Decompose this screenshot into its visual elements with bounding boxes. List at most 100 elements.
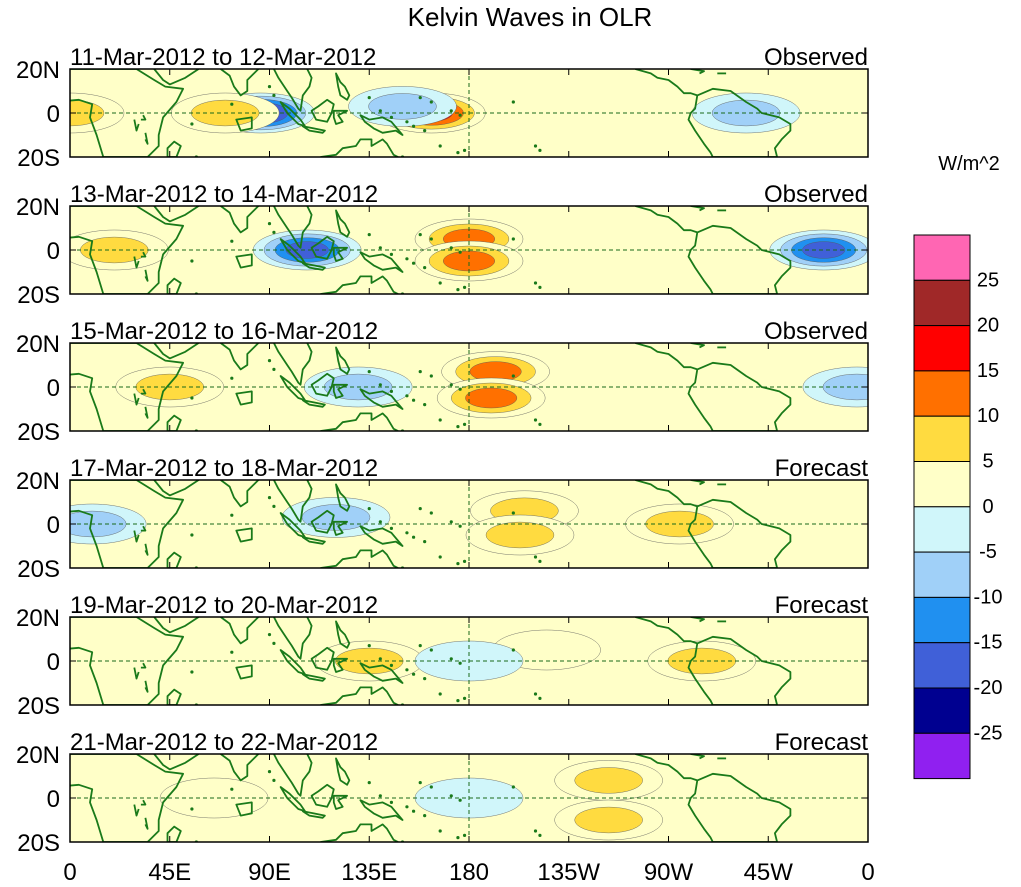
- island-marker: [389, 526, 394, 531]
- colorbar-swatch: [913, 234, 971, 281]
- central-america-outline: [635, 480, 698, 508]
- indochina-outline: [273, 206, 313, 249]
- india-outline: [220, 69, 260, 97]
- india-outline: [220, 754, 260, 782]
- arabia-outline: [153, 343, 200, 360]
- colorbar-label: 10: [977, 405, 999, 427]
- island-marker: [438, 555, 442, 559]
- colorbar-swatch: [913, 642, 971, 689]
- x-tick-label: 135W: [537, 859, 600, 886]
- island-marker: [190, 670, 194, 674]
- south-america-outline: [687, 361, 792, 431]
- island-marker: [456, 288, 460, 292]
- island-marker: [456, 425, 460, 429]
- panel: 17-Mar-2012 to 18-Mar-2012 Forecast 20N 0 20…: [16, 455, 869, 583]
- anomaly-contour: [802, 241, 846, 259]
- island-marker: [462, 148, 467, 152]
- australia-outline: [320, 275, 399, 294]
- australia-outline: [320, 686, 399, 705]
- island-marker: [511, 100, 515, 104]
- y-tick-label: 20N: [16, 331, 60, 358]
- x-tick-label: 0: [63, 859, 76, 886]
- island-marker: [418, 644, 422, 648]
- island-marker: [511, 785, 515, 789]
- sulawesi-outline: [332, 520, 348, 536]
- colorbar-swatch: [913, 461, 971, 508]
- island-marker: [449, 520, 453, 524]
- y-tick-label: 0: [47, 649, 60, 676]
- south-america-outline: [687, 224, 792, 294]
- arabia-outline: [153, 480, 200, 497]
- colorbar-swatch: [913, 506, 971, 553]
- panel: 21-Mar-2012 to 22-Mar-2012 Forecast 20N 0 20…: [16, 729, 869, 857]
- anomaly-contour: [465, 387, 518, 409]
- island-marker: [456, 151, 460, 155]
- madagascar-outline: [166, 414, 182, 431]
- island-marker: [389, 389, 394, 393]
- new-guinea-outline: [359, 799, 404, 821]
- y-tick-label: 20S: [17, 556, 60, 583]
- island-marker: [418, 233, 422, 237]
- island-marker: [456, 562, 460, 566]
- coast-outline: [140, 251, 147, 258]
- arabia-outline: [153, 206, 200, 223]
- island-marker: [538, 148, 542, 152]
- anomaly-contour: [285, 241, 329, 259]
- borneo-outline: [310, 372, 335, 397]
- island-marker: [267, 496, 272, 500]
- coast-outline: [140, 388, 147, 395]
- island-marker: [378, 383, 382, 387]
- island-marker: [190, 807, 194, 811]
- coast-outline: [140, 799, 147, 806]
- y-tick-label: 0: [47, 375, 60, 402]
- africa-outline: [70, 617, 184, 705]
- island-marker: [438, 829, 442, 833]
- coast-outline: [133, 119, 140, 132]
- island-marker: [267, 222, 272, 226]
- chart-title: Kelvin Waves in OLR: [408, 2, 653, 32]
- coast-outline: [144, 132, 149, 145]
- island-marker: [458, 661, 462, 665]
- africa-outline: [70, 69, 184, 157]
- coast-outline: [144, 269, 149, 282]
- new-guinea-outline: [359, 662, 404, 684]
- island-marker: [272, 93, 276, 97]
- island-marker: [405, 394, 409, 398]
- australia-outline: [320, 412, 399, 431]
- java-outline: [301, 399, 326, 408]
- new-guinea-outline: [359, 114, 404, 136]
- panel-date-range: 17-Mar-2012 to 18-Mar-2012: [70, 455, 378, 482]
- panel-status: Observed: [764, 318, 868, 345]
- x-tick-label: 0: [861, 859, 874, 886]
- new-guinea-outline: [359, 388, 404, 410]
- island-marker: [538, 285, 542, 289]
- india-outline: [220, 480, 260, 508]
- anomaly-contour: [443, 250, 495, 272]
- australia-outline: [320, 549, 399, 568]
- y-tick-label: 20N: [16, 57, 60, 84]
- x-tick-label: 45W: [744, 859, 794, 886]
- y-tick-label: 0: [47, 101, 60, 128]
- island-marker: [511, 648, 515, 652]
- colorbar-swatch: [913, 551, 971, 598]
- panel-status: Forecast: [775, 455, 869, 482]
- coast-outline: [140, 114, 147, 121]
- philippines-outline: [335, 209, 351, 238]
- colorbar-label: -5: [979, 541, 997, 563]
- coast-outline: [133, 393, 140, 406]
- africa-outline: [70, 206, 184, 294]
- island-marker: [267, 770, 272, 774]
- island-marker: [230, 239, 234, 243]
- island-marker: [429, 511, 433, 515]
- y-tick-label: 20N: [16, 605, 60, 632]
- south-america-outline: [687, 772, 792, 842]
- island-marker: [378, 794, 382, 798]
- island-marker: [533, 418, 538, 422]
- island-marker: [272, 641, 276, 646]
- colorbar-label: -20: [974, 677, 1003, 699]
- island-marker: [533, 692, 538, 696]
- central-america-outline: [635, 343, 698, 371]
- island-marker: [429, 100, 433, 104]
- island-marker: [511, 374, 515, 378]
